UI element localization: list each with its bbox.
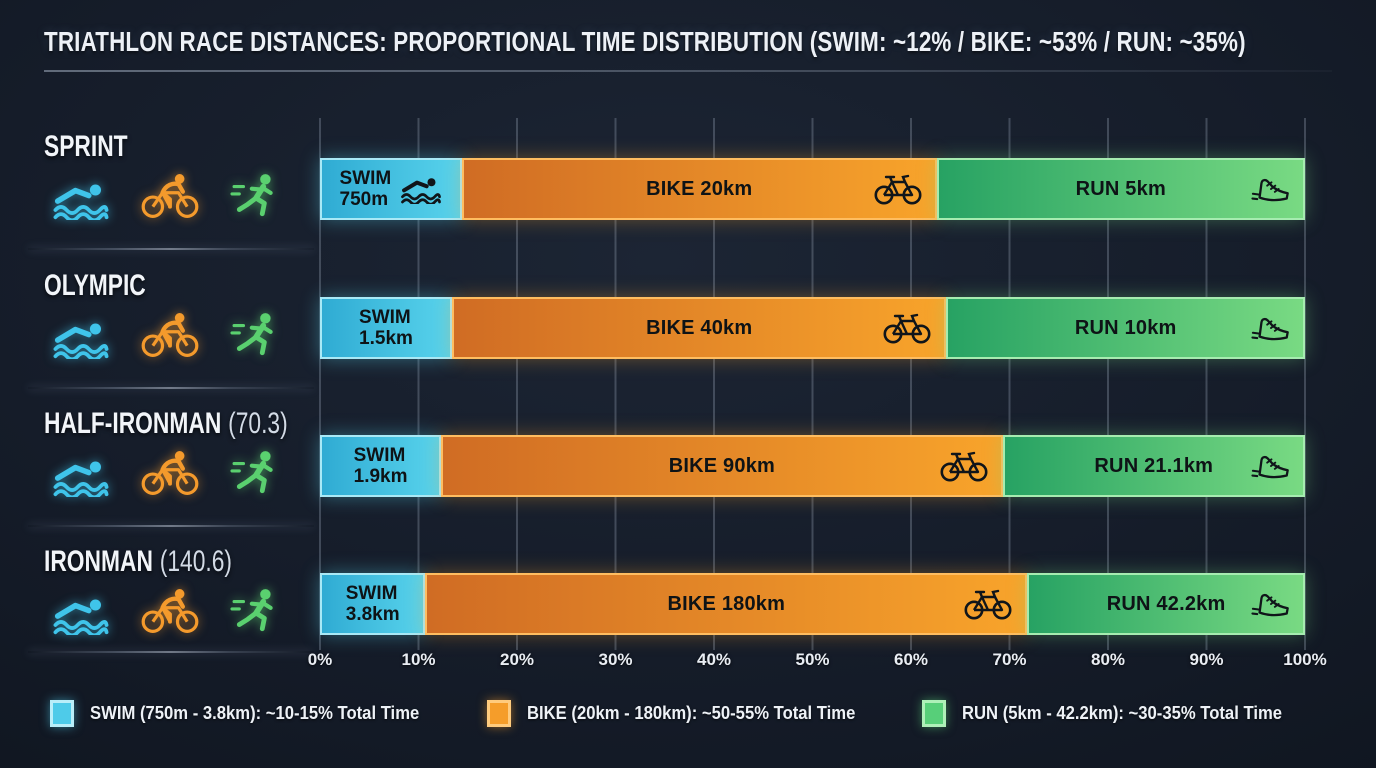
shoe-icon bbox=[1251, 450, 1291, 483]
runner-icon bbox=[230, 172, 282, 220]
race-label-olympic: OLYMPIC bbox=[44, 269, 153, 303]
light-streak bbox=[28, 248, 314, 250]
legend-item-swim: SWIM (750m - 3.8km): ~10-15% Total Time bbox=[50, 697, 456, 729]
shoe-icon bbox=[1251, 173, 1291, 206]
legend-label: RUN (5km - 42.2km): ~30-35% Total Time bbox=[962, 702, 1283, 723]
race-name: SPRINT bbox=[44, 130, 128, 163]
swimmer-icon bbox=[52, 595, 110, 635]
race-label-ironman: IRONMAN (140.6) bbox=[44, 545, 232, 579]
race-suffix: (140.6) bbox=[159, 545, 233, 578]
light-streak bbox=[28, 651, 314, 653]
race-name: IRONMAN bbox=[44, 545, 153, 578]
axis-tick: 60% bbox=[893, 650, 929, 669]
run-label: RUN 5km bbox=[1075, 177, 1166, 200]
axis-tick: 100% bbox=[1283, 650, 1327, 669]
legend-label: SWIM (750m - 3.8km): ~10-15% Total Time bbox=[90, 702, 420, 723]
axis-tick: 80% bbox=[1090, 650, 1126, 669]
swim-segment: SWIM 750m bbox=[320, 158, 462, 220]
race-label-half-ironman: HALF-IRONMAN (70.3) bbox=[44, 407, 288, 441]
run-label: RUN 21.1km bbox=[1094, 454, 1214, 477]
legend-item-run: RUN (5km - 42.2km): ~30-35% Total Time bbox=[922, 697, 1318, 729]
bike-segment: BIKE 90km bbox=[441, 435, 1003, 497]
race-icons-olympic bbox=[52, 309, 282, 359]
shoe-icon bbox=[1251, 588, 1291, 621]
swim-segment: SWIM 1.9km bbox=[320, 435, 442, 497]
axis-tick: 40% bbox=[696, 650, 732, 669]
bicycle-icon bbox=[882, 312, 932, 344]
race-icons-sprint bbox=[52, 170, 282, 220]
bike-label: BIKE 180km bbox=[667, 592, 786, 615]
run-segment: RUN 10km bbox=[946, 297, 1305, 359]
run-segment: RUN 42.2km bbox=[1027, 573, 1305, 635]
swim-label: SWIM 750m bbox=[339, 168, 392, 210]
bike-segment: BIKE 180km bbox=[425, 573, 1028, 635]
runner-icon bbox=[230, 311, 282, 359]
swimmer-icon bbox=[52, 319, 110, 359]
swim-label: SWIM 1.5km bbox=[359, 307, 413, 349]
bicycle-icon bbox=[963, 588, 1013, 620]
bicycle-icon bbox=[939, 450, 989, 482]
race-icons-ironman bbox=[52, 585, 282, 635]
bike-segment: BIKE 40km bbox=[451, 297, 947, 359]
run-label: RUN 42.2km bbox=[1106, 592, 1226, 615]
axis-tick: 30% bbox=[598, 650, 633, 669]
bike-label: BIKE 20km bbox=[646, 177, 753, 200]
swim-segment: SWIM 3.8km bbox=[320, 573, 426, 635]
light-streak bbox=[28, 387, 314, 389]
axis-tick: 0% bbox=[307, 650, 333, 669]
axis-tick: 90% bbox=[1189, 650, 1224, 669]
race-icons-half-ironman bbox=[52, 447, 282, 497]
bar-sprint: SWIM 750m BIKE 20km RUN 5km bbox=[320, 158, 1305, 220]
runner-icon bbox=[230, 449, 282, 497]
shoe-icon bbox=[1251, 312, 1291, 345]
bike-segment: BIKE 20km bbox=[461, 158, 937, 220]
legend-item-bike: BIKE (20km - 180km): ~50-55% Total Time bbox=[487, 697, 892, 729]
bike-label: BIKE 40km bbox=[646, 316, 753, 339]
swim-swatch bbox=[50, 699, 74, 727]
axis-tick: 50% bbox=[795, 650, 830, 669]
swim-segment: SWIM 1.5km bbox=[320, 297, 452, 359]
light-streak bbox=[28, 525, 314, 527]
bar-half-ironman: SWIM 1.9km BIKE 90km RUN 21.1km bbox=[320, 435, 1305, 497]
race-suffix: (70.3) bbox=[228, 407, 288, 440]
swim-label: SWIM 1.9km bbox=[353, 445, 408, 487]
swimmer-icon bbox=[52, 180, 110, 220]
legend-label: BIKE (20km - 180km): ~50-55% Total Time bbox=[527, 702, 856, 723]
cyclist-icon bbox=[140, 172, 200, 220]
axis-tick: 70% bbox=[992, 650, 1027, 669]
run-segment: RUN 5km bbox=[936, 158, 1305, 220]
axis-tick: 10% bbox=[401, 650, 436, 669]
swim-label: SWIM 3.8km bbox=[345, 583, 400, 625]
swimmer-icon bbox=[52, 457, 110, 497]
page-title: TRIATHLON RACE DISTANCES: PROPORTIONAL T… bbox=[44, 26, 1246, 57]
swimmer-icon bbox=[400, 175, 442, 204]
cyclist-icon bbox=[140, 449, 200, 497]
run-label: RUN 10km bbox=[1074, 316, 1177, 339]
bike-swatch bbox=[487, 699, 511, 727]
title-divider bbox=[44, 70, 1332, 72]
race-label-sprint: SPRINT bbox=[44, 130, 134, 164]
axis-tick: 20% bbox=[499, 650, 535, 669]
bicycle-icon bbox=[873, 173, 923, 205]
bar-olympic: SWIM 1.5km BIKE 40km RUN 10km bbox=[320, 297, 1305, 359]
bike-label: BIKE 90km bbox=[668, 454, 775, 477]
run-swatch bbox=[922, 699, 946, 727]
runner-icon bbox=[230, 587, 282, 635]
cyclist-icon bbox=[140, 311, 200, 359]
run-segment: RUN 21.1km bbox=[1002, 435, 1305, 497]
race-name: HALF-IRONMAN bbox=[44, 407, 222, 440]
race-name: OLYMPIC bbox=[44, 269, 146, 302]
bar-ironman: SWIM 3.8km BIKE 180km RUN 42.2km bbox=[320, 573, 1305, 635]
cyclist-icon bbox=[140, 587, 200, 635]
